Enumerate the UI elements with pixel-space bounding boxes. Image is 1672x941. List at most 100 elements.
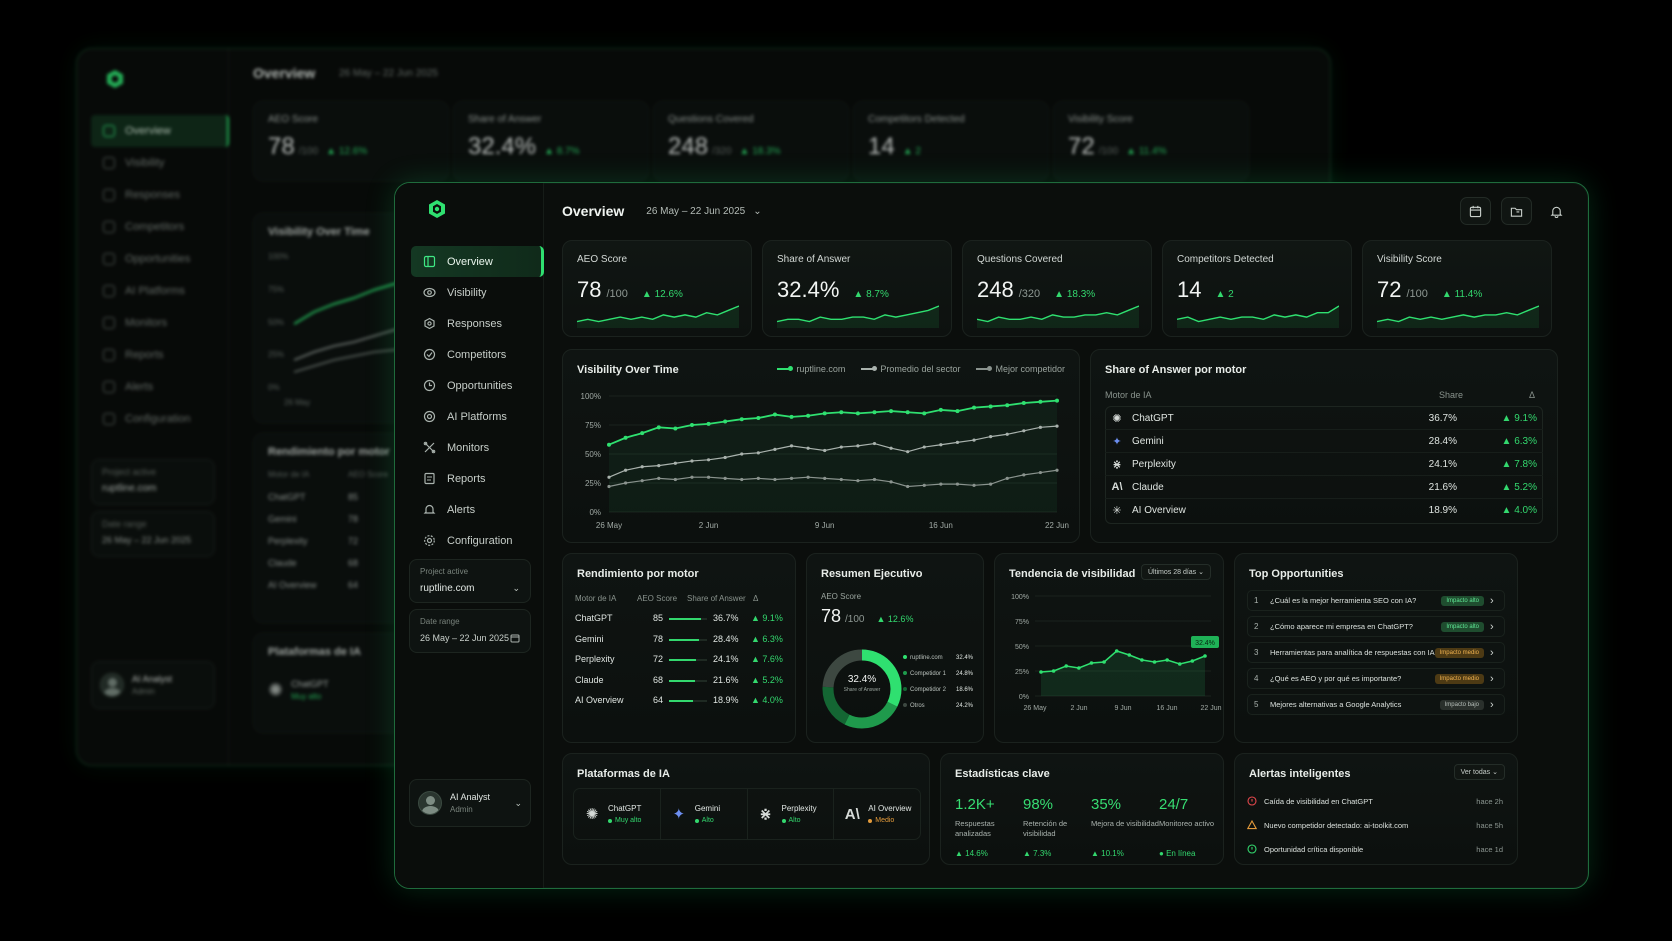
alert-circle-icon [1247,796,1257,806]
opportunity-item[interactable]: 2 ¿Cómo aparece mi empresa en ChatGPT? Imp… [1247,616,1505,637]
data-point [906,450,910,454]
sidebar-item-configuration[interactable]: Configuration [411,525,544,556]
data-point [823,448,827,453]
table-row[interactable]: ⋇ Perplexity 24.1% ▲ 7.8% [1105,453,1543,476]
notifications-button[interactable] [1542,197,1570,225]
sidebar-item-monitors[interactable]: Monitors [411,432,544,463]
aeo-score: 78 [653,633,664,644]
kpi-card-questions-covered[interactable]: Questions Covered 248/320 ▲ 18.3% [962,240,1152,337]
chevron-right-icon[interactable]: › [1490,672,1494,685]
chevron-right-icon[interactable]: › [1490,620,1494,633]
kpi-delta: ▲ 2 [1215,289,1234,300]
sidebar-item-ai-platforms[interactable]: AI Platforms [411,401,544,432]
legend-item: Competidor 2 18.6% [903,682,973,698]
share-value: 21.6% [713,674,739,685]
target-icon [423,379,436,392]
delta-value: ▲ 6.3% [751,633,783,644]
date-range-selector[interactable]: 26 May – 22 Jun 2025 ⌄ [646,206,761,217]
sidebar-item-responses[interactable]: Responses [411,308,544,339]
platform-item[interactable]: ✺ ChatGPT Muy alto [574,789,661,839]
table-row[interactable]: ✳ AI Overview 18.9% ▲ 4.0% [1105,499,1543,522]
table-row[interactable]: Claude 68 21.6% ▲ 5.2% [575,672,785,692]
kpi-card-share-of-answer[interactable]: Share of Answer 32.4% ▲ 8.7% [762,240,952,337]
platform-item[interactable]: ⋇ Perplexity Alto [748,789,835,839]
monitor-icon [423,441,436,454]
kpi-row: AEO Score 78/100 ▲ 12.6% Share of Answer 32.… [562,240,1552,337]
sidebar-item-competitors[interactable]: Competitors [411,339,544,370]
range-dropdown[interactable]: Últimos 28 días ⌄ [1140,564,1211,580]
resumen-score-label: AEO Score [821,592,862,601]
bell-icon [423,504,436,514]
x-tick-label: 22 Jun [1200,705,1221,712]
chevron-right-icon[interactable]: › [1490,698,1494,711]
x-tick-label: 16 Jun [1156,705,1177,712]
visibility-panel: Visibility Over Time ruptline.com Promed… [562,349,1080,543]
sidebar-item-reports[interactable]: Reports [411,463,544,494]
user-name: AI Analyst [450,792,491,802]
table-row[interactable]: ✺ ChatGPT 36.7% ▲ 9.1% [1105,407,1543,430]
aeo-score: 64 [653,695,664,705]
y-tick-label: 25% [1015,669,1029,676]
data-point [1038,470,1043,475]
kpi-card-visibility-score[interactable]: Visibility Score 72/100 ▲ 11.4% [1362,240,1552,337]
bg-visibility-x-label: 26 May [284,398,311,407]
grid-icon [423,255,436,268]
kpi-sparkline [977,305,1139,328]
sidebar-item-visibility[interactable]: Visibility [411,277,544,308]
table-row[interactable]: Gemini 78 28.4% ▲ 6.3% [575,631,785,651]
bg-rend-headers: Motor de IA AEO Score [268,470,388,479]
data-point [607,475,611,479]
opportunity-item[interactable]: 4 ¿Qué es AEO y por qué es importante? Imp… [1247,668,1505,689]
table-row[interactable]: AI Overview 64 18.9% ▲ 4.0% [575,692,785,712]
data-point [1064,664,1069,668]
user-menu[interactable]: AI Analyst Admin ⌄ [409,779,531,827]
bg-visibility-title: Visibility Over Time [268,226,370,238]
table-row[interactable]: ChatGPT 85 36.7% ▲ 9.1% [575,610,785,630]
sidebar-item-alerts[interactable]: Alerts [411,494,544,525]
project-selector[interactable]: Project active ruptline.com ⌄ [409,559,531,603]
chatgpt-icon: ✺ [268,679,284,700]
table-row[interactable]: ✦ Gemini 28.4% ▲ 6.3% [1105,430,1543,453]
chevron-right-icon[interactable]: › [1490,646,1494,659]
alert-item[interactable]: Oportunidad crítica disponible hace 1d [1247,838,1503,860]
sidebar-item-overview[interactable]: Overview [411,246,544,277]
data-point [1005,403,1010,408]
bg-plat-item: ✺ ChatGPT Muy alto [268,668,368,712]
data-point [1038,425,1043,429]
logo-icon[interactable] [427,199,447,219]
chevron-right-icon[interactable]: › [1490,594,1494,607]
sparkline-line [777,305,939,323]
opportunity-item[interactable]: 5 Mejores alternativas a Google Analytics… [1247,694,1505,715]
table-row[interactable]: Perplexity 72 24.1% ▲ 7.6% [575,651,785,671]
sidebar-item-label: Responses [447,317,503,330]
platform-item[interactable]: A\ AI Overview Medio [834,789,920,839]
kpi-card-aeo-score[interactable]: AEO Score 78/100 ▲ 12.6% [562,240,752,337]
bg-rend-header-engine: Motor de IA [268,470,310,479]
folder-button[interactable] [1501,197,1532,225]
bg-kpi-card: AEO Score 78/100 ▲ 12.6% [253,101,449,181]
alerts-title: Alertas inteligentes [1249,768,1351,780]
calendar-button[interactable] [1460,197,1491,225]
date-range-box[interactable]: Date range 26 May – 22 Jun 2025 [409,609,531,653]
opportunity-item[interactable]: 3 Herramientas para analítica de respuest… [1247,642,1505,663]
platform-item[interactable]: ✦ Gemini Alto [661,789,748,839]
view-all-button[interactable]: Ver todas ⌄ [1453,764,1505,780]
kpi-sparkline [1377,305,1539,328]
alert-item[interactable]: Nuevo competidor detectado: ai-toolkit.c… [1247,814,1503,836]
sidebar: Overview Visibility Responses Competitors Op… [395,183,544,888]
opportunity-item[interactable]: 1 ¿Cuál es la mejor herramienta SEO con I… [1247,590,1505,611]
y-tick-label: 25% [585,479,601,488]
kpi-unit: /100 [606,288,628,300]
data-point [1152,660,1157,664]
share-value: 28.4% [1428,435,1457,447]
sidebar-nav: Overview Visibility Responses Competitors Op… [411,246,544,556]
data-point [689,423,694,427]
sidebar-item-opportunities[interactable]: Opportunities [411,370,544,401]
share-header-engine: Motor de IA [1105,390,1152,400]
kpi-card-competitors-detected[interactable]: Competitors Detected 14 ▲ 2 [1162,240,1352,337]
alert-text: Nuevo competidor detectado: ai-toolkit.c… [1264,820,1409,830]
share-delta: ▲ 4.0% [1501,505,1537,516]
data-point [657,464,661,468]
alert-item[interactable]: Caída de visibilidad en ChatGPT hace 2h [1247,790,1503,812]
table-row[interactable]: A\ Claude 21.6% ▲ 5.2% [1105,476,1543,499]
